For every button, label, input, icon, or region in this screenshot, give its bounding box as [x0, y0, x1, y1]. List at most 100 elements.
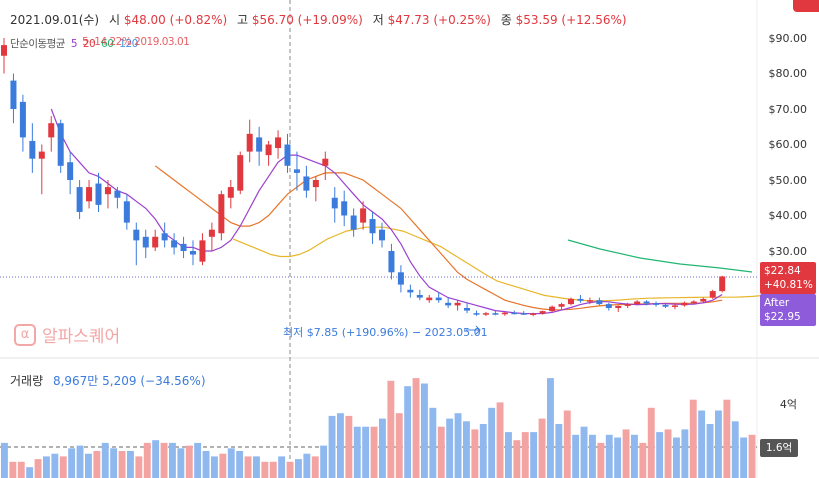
volume-bar — [345, 415, 353, 478]
candle-body — [558, 304, 565, 307]
ma-5-label: 5 — [70, 38, 78, 50]
volume-value: 8,967만 5,209 (−34.56%) — [52, 374, 206, 388]
volume-bar — [160, 442, 168, 478]
candle-body — [596, 300, 603, 305]
ma-legend-title: 단순이동평균 — [10, 38, 65, 50]
candle-body — [293, 169, 300, 173]
volume-bar — [76, 445, 84, 478]
volume-bar — [673, 437, 680, 478]
candle-body — [690, 301, 697, 303]
candle-body — [29, 140, 36, 159]
ma5-line — [50, 108, 723, 315]
candle-body — [350, 215, 357, 230]
volume-bar — [555, 424, 563, 478]
volume-bar — [597, 442, 605, 478]
volume-bar — [572, 434, 580, 478]
candle-body — [615, 305, 622, 308]
volume-bar — [328, 415, 336, 478]
candle-body — [379, 229, 385, 241]
volume-bar — [261, 461, 269, 478]
candle-body — [133, 229, 140, 241]
volume-bar — [547, 378, 554, 478]
volume-bar — [185, 445, 193, 478]
volume-bar — [605, 434, 613, 478]
volume-bar — [34, 459, 42, 478]
volume-bar — [110, 448, 118, 478]
ma120-line — [567, 239, 753, 273]
price-tick: $90.00 — [768, 32, 808, 45]
volume-bar — [51, 453, 59, 478]
volume-bar — [412, 378, 420, 478]
candle-body — [1, 45, 7, 56]
candle-body — [464, 308, 471, 311]
candle-body — [577, 298, 584, 301]
candle-body — [246, 133, 253, 152]
volume-bar — [505, 432, 512, 478]
volume-bar — [211, 456, 218, 478]
volume-bar — [689, 399, 697, 478]
candle-body — [152, 236, 159, 248]
after-hours-tag: After $22.95 — [760, 294, 816, 326]
volume-bar — [370, 426, 378, 478]
volume-bar — [681, 429, 689, 478]
open-value: $48.00 (+0.82%) — [123, 13, 228, 27]
volume-bar — [723, 399, 731, 478]
candle-body — [10, 80, 17, 109]
candle-body — [237, 155, 244, 191]
volume-bar — [471, 429, 479, 478]
volume-bar — [656, 432, 664, 478]
last-price: $22.84 — [764, 265, 801, 277]
ma-legend[interactable]: 단순이동평균 5 20 60 120 5 -14.22% 2019.03.01 — [10, 36, 190, 51]
price-tick: $80.00 — [768, 67, 808, 80]
candle-body — [331, 197, 338, 209]
volume-bar — [463, 421, 470, 478]
volume-bar — [219, 453, 227, 478]
candle-body — [643, 301, 650, 304]
low-value: $47.73 (+0.25%) — [387, 13, 491, 27]
volume-bar — [488, 407, 496, 478]
volume-bar — [664, 429, 672, 478]
volume-bar — [622, 429, 630, 478]
volume-bar — [68, 448, 76, 478]
candle-body — [104, 187, 111, 195]
after-price: $22.95 — [764, 311, 801, 323]
candle-body — [388, 251, 395, 273]
volume-bar — [286, 461, 294, 478]
volume-bar — [143, 442, 151, 478]
volume-bar — [563, 410, 571, 478]
candle-body — [501, 312, 508, 315]
candle-body — [719, 276, 726, 292]
candle-body — [322, 158, 329, 166]
candle-body — [397, 272, 404, 285]
candle-body — [48, 123, 55, 138]
volume-bar — [639, 442, 647, 478]
volume-bar — [152, 440, 160, 478]
open-label: 시 — [108, 13, 120, 27]
volume-bar — [437, 426, 445, 478]
candle-body — [454, 302, 461, 306]
volume-bar — [43, 456, 50, 478]
volume-bar — [698, 410, 706, 478]
volume-bar — [429, 407, 437, 478]
volume-bar — [530, 432, 538, 478]
candle-body — [57, 123, 64, 166]
volume-bar — [202, 451, 210, 478]
date-label: 2021.09.01(수) — [10, 13, 100, 27]
candle-body — [511, 312, 518, 315]
alphasquare-logo-icon: α — [14, 323, 36, 346]
candle-body — [530, 313, 537, 315]
candle-body — [369, 219, 376, 234]
candle-body — [605, 304, 612, 308]
volume-bar — [731, 421, 739, 478]
volume-bar — [9, 461, 17, 478]
candle-body — [265, 144, 272, 156]
volume-label: 거래량 — [10, 374, 44, 388]
volume-bar — [337, 413, 344, 478]
volume-bar — [589, 434, 596, 478]
volume-bar — [496, 402, 504, 478]
candle-body — [435, 297, 442, 301]
candle-body — [312, 180, 319, 188]
close-tab-button[interactable] — [793, 0, 819, 12]
volume-bar — [135, 456, 143, 478]
